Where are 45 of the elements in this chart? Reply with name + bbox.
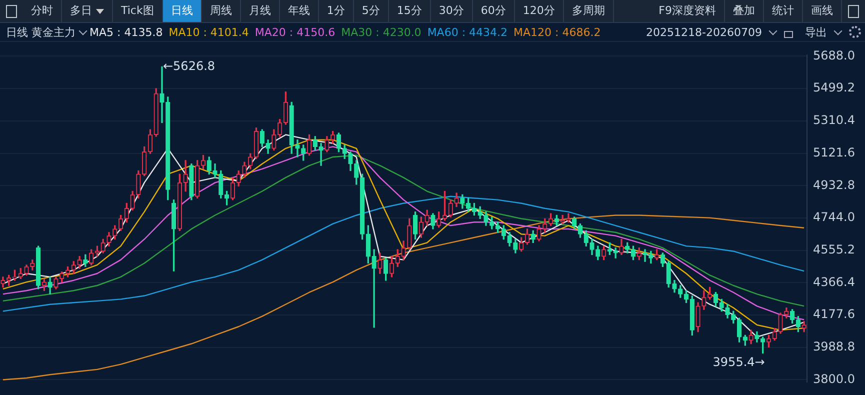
y-tick-label: 4177.6 [813, 307, 856, 322]
text: 画线 [803, 0, 842, 22]
text: MA120 : 4686.2 [514, 26, 601, 38]
y-tick-label: 5310.4 [813, 113, 856, 128]
y-tick-label: 4744.0 [813, 210, 856, 224]
y-tick-label: 3800.0 [813, 372, 856, 386]
y-tick-label: 5121.6 [813, 145, 856, 160]
candlestick [160, 66, 164, 124]
y-tick-label: 4555.2 [813, 242, 856, 256]
candlestick [295, 140, 300, 158]
chart-title: 日线 黄金主力 [6, 24, 76, 40]
text: 叠加 [725, 0, 764, 22]
text: MA60 : 4434.2 [427, 26, 508, 38]
annotation: 3955.4→ [712, 355, 765, 370]
text: 60分 [472, 0, 515, 22]
text: 5分 [354, 0, 389, 22]
text: 周线 [202, 0, 241, 22]
y-tick-label: 5499.2 [813, 80, 856, 95]
y-tick-label: 3988.8 [813, 340, 856, 354]
text: F9深度资料 [650, 0, 725, 22]
text: MA10 : 4101.4 [168, 26, 249, 38]
chart-subtitle: 20251218-20260709 [646, 26, 762, 38]
text: Tick图 [113, 0, 163, 22]
text: 导出 [805, 24, 827, 40]
text: 多周期 [564, 0, 614, 22]
text: 统计 [764, 0, 803, 22]
text: 日线 [162, 0, 202, 22]
text: 月线 [240, 0, 280, 22]
y-tick-label: 5688.0 [813, 48, 856, 62]
candlestick [318, 142, 324, 166]
text: 15分 [388, 0, 431, 22]
text: 30分 [430, 0, 473, 22]
y-tick-label: 4366.4 [813, 274, 856, 289]
text: 分时 [23, 0, 62, 22]
text: 1分 [318, 0, 354, 22]
candlestick [372, 249, 376, 328]
text: 年线 [280, 0, 319, 22]
text: MA30 : 4230.0 [341, 26, 422, 38]
text: MA20 : 4150.6 [254, 26, 336, 38]
text: MA5 : 4135.8 [90, 26, 163, 38]
candlestick [566, 213, 571, 222]
y-tick-label: 4932.8 [813, 178, 856, 192]
annotation: ←5626.8 [162, 58, 216, 73]
text: 多日 [62, 0, 113, 22]
text: 120分 [514, 0, 564, 22]
